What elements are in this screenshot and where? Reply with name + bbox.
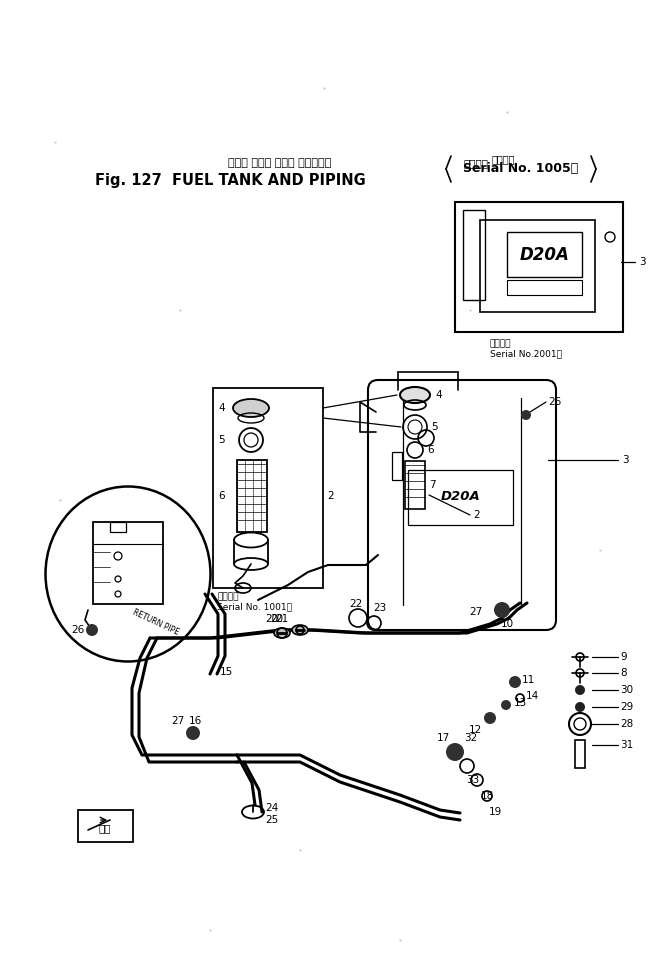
Bar <box>575 740 585 768</box>
Circle shape <box>521 410 531 420</box>
Text: 2: 2 <box>327 491 334 501</box>
Text: 6: 6 <box>427 445 434 455</box>
Bar <box>237 460 267 532</box>
Circle shape <box>575 685 585 695</box>
Circle shape <box>446 743 464 761</box>
Text: 6: 6 <box>218 491 225 501</box>
Text: Serial No. 1005～: Serial No. 1005～ <box>463 162 579 176</box>
Text: 適用号機: 適用号機 <box>217 592 238 601</box>
Text: 2: 2 <box>473 510 480 520</box>
Text: 4: 4 <box>435 390 442 400</box>
Ellipse shape <box>274 628 290 638</box>
Text: 28: 28 <box>620 719 633 729</box>
Text: Fig. 127  FUEL TANK AND PIPING: Fig. 127 FUEL TANK AND PIPING <box>95 174 365 188</box>
Text: 11: 11 <box>522 675 535 685</box>
Bar <box>93 522 163 604</box>
Circle shape <box>484 712 496 724</box>
Text: 14: 14 <box>526 691 539 701</box>
Text: フエル タンク および パイピング: フエル タンク および パイピング <box>228 158 332 168</box>
Text: 26: 26 <box>548 397 561 407</box>
Text: 8: 8 <box>620 668 627 678</box>
Text: 適用号機: 適用号機 <box>491 154 515 164</box>
Text: 適用号機: 適用号機 <box>490 340 511 348</box>
Bar <box>213 388 323 588</box>
Text: 適用号機: 適用号機 <box>463 158 488 168</box>
Ellipse shape <box>400 387 430 403</box>
Text: 9: 9 <box>620 652 627 662</box>
Text: 23: 23 <box>373 603 387 613</box>
Circle shape <box>501 700 511 710</box>
Text: 5: 5 <box>431 422 437 432</box>
Text: 29: 29 <box>620 702 633 712</box>
Text: 15: 15 <box>220 667 233 677</box>
Text: 前方: 前方 <box>98 823 111 833</box>
Circle shape <box>509 676 521 688</box>
Text: 25: 25 <box>265 815 278 825</box>
Bar <box>507 232 582 277</box>
Text: 22: 22 <box>349 599 363 609</box>
Text: 27: 27 <box>469 607 482 617</box>
Text: Serial No.2001～: Serial No.2001～ <box>490 349 562 358</box>
Text: 3: 3 <box>639 257 645 267</box>
Circle shape <box>494 602 510 618</box>
Text: 33: 33 <box>467 775 480 785</box>
Circle shape <box>575 702 585 712</box>
Text: 5: 5 <box>218 435 225 445</box>
Text: RETURN PIPE: RETURN PIPE <box>132 607 181 636</box>
Text: 27: 27 <box>171 716 185 726</box>
Text: 32: 32 <box>465 733 478 743</box>
Bar <box>405 461 425 509</box>
Text: 18: 18 <box>480 791 494 801</box>
Bar <box>455 202 623 332</box>
Text: 20: 20 <box>266 614 279 624</box>
Text: 21: 21 <box>275 614 288 624</box>
Bar <box>463 210 485 300</box>
Bar <box>392 452 402 480</box>
Text: 4: 4 <box>218 403 225 413</box>
Bar <box>507 280 582 295</box>
Bar <box>480 220 595 312</box>
Text: 13: 13 <box>514 698 527 708</box>
Circle shape <box>186 726 200 740</box>
Text: 10: 10 <box>500 619 514 629</box>
Text: 24: 24 <box>265 803 278 813</box>
Ellipse shape <box>292 625 308 635</box>
Circle shape <box>86 624 98 636</box>
Bar <box>110 522 126 532</box>
Text: 30: 30 <box>620 685 633 695</box>
Bar <box>78 810 133 842</box>
Text: D20A: D20A <box>520 246 570 264</box>
Text: 16: 16 <box>189 716 202 726</box>
Text: 17: 17 <box>436 733 450 743</box>
Bar <box>408 470 513 525</box>
Text: 19: 19 <box>489 807 502 817</box>
Text: D20A: D20A <box>441 491 481 504</box>
Text: 20: 20 <box>270 614 284 624</box>
Text: 31: 31 <box>620 740 633 750</box>
Text: 26: 26 <box>71 625 84 635</box>
Text: Serial No. 1001－: Serial No. 1001－ <box>217 602 292 612</box>
Text: 3: 3 <box>622 455 629 465</box>
Ellipse shape <box>233 399 269 417</box>
Text: 7: 7 <box>429 480 435 490</box>
Text: 12: 12 <box>469 725 482 735</box>
